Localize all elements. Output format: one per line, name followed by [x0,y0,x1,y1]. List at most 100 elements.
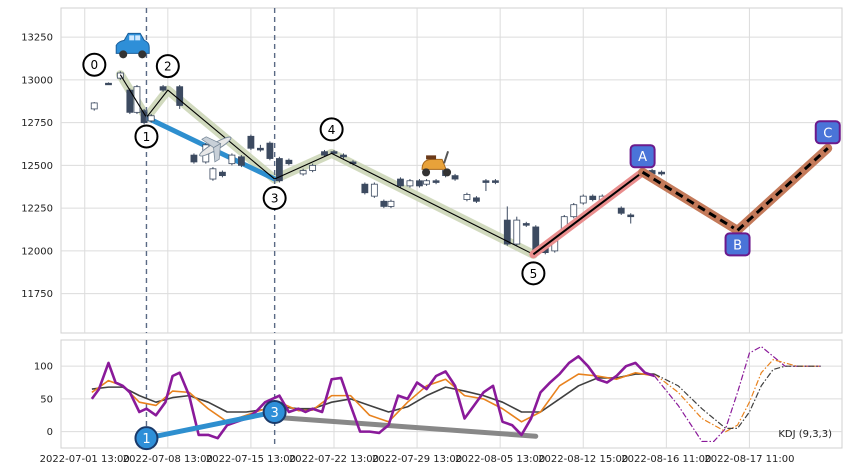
candle-body [370,183,378,197]
candle-body [423,180,430,185]
candle-body [387,200,395,207]
x-tick-label: 2022-08-12 15:00 [538,454,628,465]
candle-body [503,219,511,245]
indicator-wave-label: 3 [271,406,279,421]
wave-point-marker [521,261,546,286]
scooter-icon [421,151,452,177]
candle-body [340,154,347,158]
kdj-forecast-line [654,365,821,429]
candle-body [228,154,236,165]
price-y-tick-label: 13250 [21,33,53,44]
projection-point-marker [814,120,841,145]
x-tick-label: 2022-07-01 13:00 [40,454,130,465]
candle-body [105,82,112,86]
indicator-y-tick-label: 100 [34,362,53,373]
candle-body [219,171,226,177]
x-tick-label: 2022-08-17 11:00 [704,454,794,465]
candle-body [617,207,625,214]
wave-point-label: 1 [143,130,151,144]
candle-body [309,164,317,171]
projection-point-label: C [823,126,832,141]
airplane-icon [199,136,232,163]
candle-body [209,168,217,180]
car-window [135,35,141,41]
indicator-label: KDJ (9,3,3) [778,429,832,440]
candle-body [406,180,414,187]
candle-body [257,147,264,151]
scooter-seat [426,155,437,160]
price-y-tick-label: 11750 [21,289,53,300]
candle-body [482,180,490,183]
candle-body [299,170,307,175]
candle-body [658,171,665,175]
indicator-wave-label: 1 [142,432,150,447]
car-body [115,32,150,54]
candle-body [432,180,440,183]
projection-dashed-line [641,170,739,232]
candle-body [416,180,423,187]
candle-body [473,197,480,202]
kdj-series-line-d [91,371,655,423]
candle-body [522,223,530,226]
car-wheel [138,50,147,59]
candle-body [285,159,293,165]
kdj-series-line-k [91,373,655,413]
x-tick-label: 2022-08-16 11:00 [621,454,711,465]
car-icon [115,32,150,59]
candle-body [159,86,167,91]
projection-dashed-line [736,147,829,232]
wave-point-label: 2 [164,60,172,74]
scooter-body [421,158,447,170]
indicator-wave-marker [262,400,287,424]
kdj-series-line-j [90,355,655,440]
candle-body [380,200,388,207]
indicator-wave-marker [134,426,159,451]
wave-point-label: 3 [271,192,279,206]
wave-point-marker [262,186,287,211]
airplane-wing [201,136,222,149]
car-window [129,35,135,41]
gray-trend-line [272,414,539,439]
kdj-forecast-line [654,358,821,433]
candle-body [176,86,184,106]
candle-body [579,195,587,204]
candle-body [90,102,98,110]
candle-body [361,183,369,194]
x-tick-label: 2022-07-15 13:00 [206,454,296,465]
candle-body [397,178,404,187]
candle-body [492,180,499,183]
wave-point-label: 4 [328,123,336,137]
price-panel: 0 1 2 3 4 5 A B C [82,8,841,333]
price-y-tick-label: 12000 [21,246,53,257]
candle-body [238,156,245,166]
candle-body [451,175,459,180]
wave-point-marker [319,117,344,142]
candle-body [247,135,255,149]
wave-point-marker [134,124,159,149]
candle-body [513,219,521,245]
wave-point-marker [82,52,107,77]
x-tick-label: 2022-08-05 13:00 [455,454,545,465]
projection-point-label: B [733,238,742,253]
candle-body [321,151,328,156]
candle-body [589,195,597,200]
scooter-wheel [422,168,431,177]
wave-point-label: 0 [91,58,99,72]
x-tick-label: 2022-07-29 13:00 [372,454,462,465]
indicator-panel: 13 [90,340,821,451]
candle-body [190,154,198,163]
projection-point-marker [724,232,751,257]
projection-point-label: A [638,150,647,165]
indicator-blue-trend-line [143,409,278,441]
candle-body [275,158,283,182]
price-y-tick-label: 12250 [21,204,53,215]
wave-point-marker [155,54,180,79]
price-y-tick-label: 12750 [21,118,53,129]
wave-point-label: 5 [530,267,538,281]
candle-body [147,115,155,122]
x-tick-label: 2022-07-22 13:00 [289,454,379,465]
candle-body [330,151,338,154]
projection-point-marker [629,144,656,169]
indicator-y-tick-label: 50 [40,394,53,405]
